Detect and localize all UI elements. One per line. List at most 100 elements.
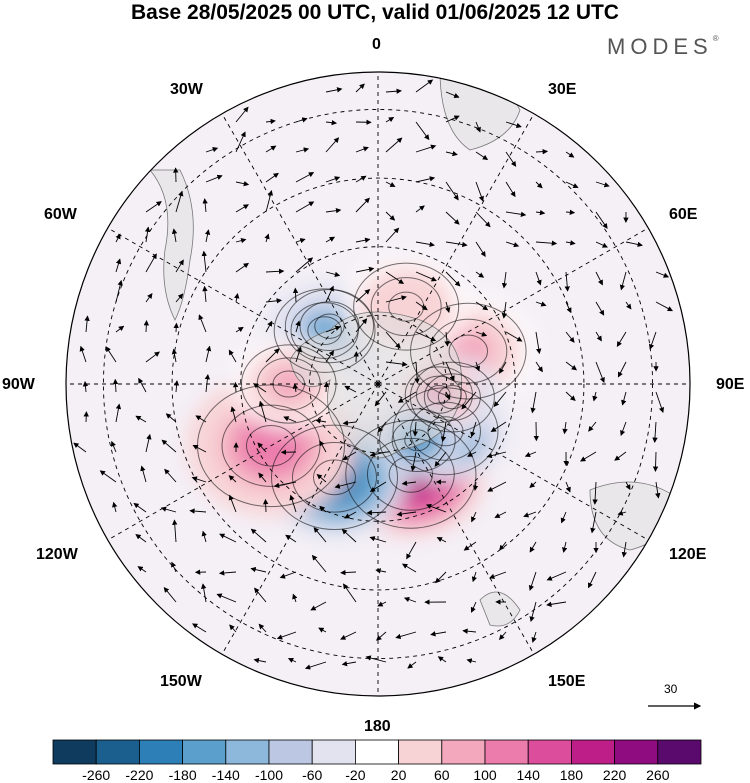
wind-arrow <box>304 661 327 670</box>
wind-arrow <box>625 481 631 491</box>
wind-arrow <box>535 240 558 246</box>
wind-arrow <box>445 91 460 99</box>
wind-arrow <box>175 259 184 273</box>
wind-arrow <box>325 207 342 214</box>
wind-arrow <box>219 533 237 543</box>
wind-arrow <box>283 416 297 423</box>
wind-arrow <box>369 481 387 492</box>
colorbar-swatch <box>225 739 270 765</box>
wind-arrow <box>235 262 250 273</box>
latitude-circle <box>308 314 448 454</box>
wind-arrow <box>334 481 357 489</box>
wind-arrow <box>461 391 477 410</box>
wind-arrow <box>546 601 567 607</box>
wind-arrow <box>73 442 87 453</box>
wind-arrow <box>396 511 417 517</box>
wind-arrow <box>649 331 657 350</box>
wind-arrow <box>235 131 246 153</box>
wind-arrow <box>562 421 568 435</box>
wind-arrow <box>292 383 299 393</box>
colorbar-swatch <box>571 739 616 765</box>
colorbar-tick-label: -180 <box>168 767 197 783</box>
wind-arrow <box>135 415 147 423</box>
wind-arrow <box>445 391 451 400</box>
lon-label-90w: 90W <box>2 376 35 393</box>
map-boundary <box>65 71 691 697</box>
wind-arrow <box>228 349 237 363</box>
wind-arrow <box>311 554 327 573</box>
wind-arrow <box>228 494 237 513</box>
wind-arrow <box>475 151 489 161</box>
graticule <box>66 72 690 696</box>
logo-text: MODES <box>607 34 713 59</box>
wind-arrow <box>565 391 576 402</box>
wind-arrow <box>258 400 267 423</box>
wind-arrow <box>273 481 297 489</box>
new-zealand <box>479 591 521 627</box>
contour-line <box>291 442 377 513</box>
wind-arrow <box>535 209 546 216</box>
contour-line <box>415 375 462 414</box>
wind-arrow <box>565 181 579 189</box>
wind-arrow <box>171 228 178 243</box>
lon-label-180: 180 <box>364 718 391 735</box>
wind-arrow <box>257 442 267 453</box>
lon-label-30e: 30E <box>548 81 577 98</box>
wind-arrow <box>265 348 280 363</box>
wind-arrow <box>173 380 180 393</box>
wind-arrow <box>472 481 479 492</box>
wind-arrow <box>415 241 435 248</box>
wind-arrow <box>414 361 420 384</box>
wind-arrow <box>436 537 447 543</box>
colorbar-tick-label: -220 <box>125 767 154 783</box>
wind-arrow <box>475 181 484 202</box>
wind-arrow <box>385 227 400 243</box>
wind-arrow <box>471 511 477 523</box>
wind-arrow <box>444 331 450 347</box>
wind-arrow <box>445 211 460 225</box>
wind-arrow <box>355 266 375 273</box>
contour-line <box>273 288 376 373</box>
wind-arrow <box>625 301 632 310</box>
contour-line <box>404 366 473 424</box>
colorbar-tick-label: 60 <box>434 767 450 783</box>
wind-arrow <box>415 271 437 282</box>
wind-arrow <box>228 475 237 483</box>
wind-arrow <box>535 361 543 373</box>
wind-arrow <box>258 623 267 633</box>
colorbar-swatch <box>354 739 399 765</box>
wind-arrow <box>616 331 627 347</box>
lon-label-150e: 150E <box>548 673 586 690</box>
modes-logo: MODES® <box>607 34 719 60</box>
wind-arrow <box>655 481 661 499</box>
wind-arrow <box>195 415 207 423</box>
wind-arrow <box>475 301 489 311</box>
contour-line <box>410 302 527 400</box>
wind-arrow <box>310 601 327 611</box>
wind-arrow <box>498 631 507 640</box>
wind-arrow <box>295 172 315 183</box>
lon-label-120e: 120E <box>669 546 707 563</box>
wind-arrow <box>385 211 396 221</box>
colorbar-swatch <box>182 739 227 765</box>
wind-arrow <box>471 571 477 583</box>
wind-arrow <box>340 631 357 640</box>
wind-arrow <box>235 326 244 333</box>
wind-arrow <box>415 331 437 342</box>
wind-arrow <box>265 172 279 183</box>
wind-arrow <box>415 144 437 153</box>
colorbar-swatch <box>398 739 443 765</box>
wind-arrow <box>115 233 121 243</box>
wind-arrow <box>201 583 207 603</box>
wind-arrow <box>99 470 117 483</box>
contour-line <box>429 318 508 384</box>
wind-arrow <box>529 541 537 553</box>
wind-arrow <box>565 481 571 493</box>
wind-arrow <box>592 391 598 402</box>
contour-line <box>379 408 456 473</box>
colorbar-swatch <box>614 739 659 765</box>
wind-arrow <box>279 571 297 579</box>
wind-arrow <box>617 361 627 378</box>
wind-arrow <box>218 570 237 576</box>
contour-line <box>307 316 342 346</box>
